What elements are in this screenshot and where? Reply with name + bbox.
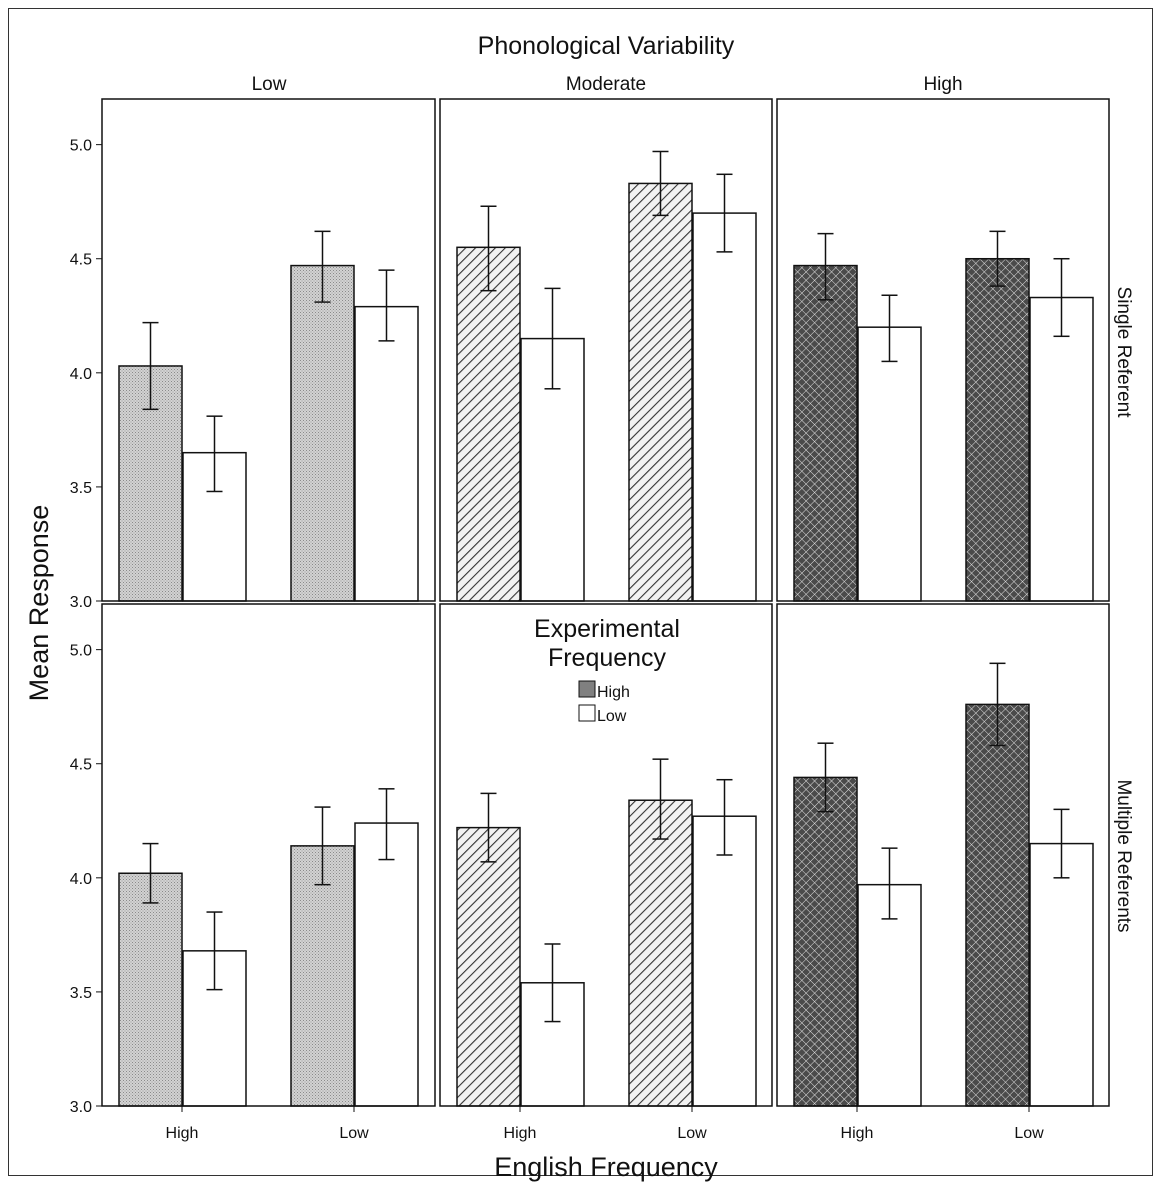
bar-low-low (692, 212, 757, 602)
legend-swatch-low (578, 704, 596, 722)
panel-border (101, 603, 436, 1107)
bar-low-low (692, 815, 757, 1107)
legend-swatch-high (578, 680, 596, 698)
bar-high-low (628, 799, 693, 1107)
bar-low-low (1029, 296, 1094, 602)
x-tick-label: Low (677, 1125, 707, 1142)
bar-high-low (965, 703, 1030, 1107)
x-axis-label: English Frequency (494, 1152, 718, 1182)
bar-high-low (290, 845, 355, 1107)
x-tick-label: Low (339, 1125, 369, 1142)
x-tick-label: High (841, 1125, 874, 1142)
legend-label-high: High (597, 684, 630, 701)
legend-label-low: Low (597, 708, 627, 725)
x-tick-label: Low (1014, 1125, 1044, 1142)
bar-low-high (857, 883, 922, 1107)
panel-1-0 (101, 603, 436, 1107)
y-tick-label: 5.0 (70, 643, 92, 660)
y-tick-label: 4.5 (70, 252, 92, 269)
panel-border (776, 603, 1110, 1107)
col-label-high: High (923, 74, 962, 95)
x-tick-label: High (166, 1125, 199, 1142)
bar-low-low (354, 822, 419, 1107)
panel-0-0 (101, 98, 436, 602)
y-tick-label: 3.5 (70, 480, 92, 497)
legend: Experimental Frequency High Low (534, 615, 680, 725)
chart-title: Phonological Variability (478, 32, 735, 60)
col-label-low: Low (252, 74, 287, 95)
legend-title-line1: Experimental (534, 615, 680, 643)
y-tick-label: 4.0 (70, 871, 92, 888)
y-axis-label: Mean Response (24, 505, 54, 702)
col-label-moderate: Moderate (566, 74, 646, 95)
panel-0-2 (776, 98, 1110, 602)
panel-0-1 (439, 98, 773, 602)
panel-border (439, 98, 773, 602)
bar-low-high (857, 326, 922, 602)
y-tick-label: 3.0 (70, 1099, 92, 1116)
panels-group (101, 98, 1110, 1107)
x-tick-label: High (504, 1125, 537, 1142)
row-label-multiple: Multiple Referents (1113, 779, 1134, 932)
panel-1-1 (439, 603, 773, 1107)
panel-border (439, 603, 773, 1107)
panel-border (776, 98, 1110, 602)
y-tick-label: 5.0 (70, 138, 92, 155)
bar-high-low (628, 182, 693, 602)
legend-title-line2: Frequency (548, 644, 667, 672)
bar-high-high (793, 264, 858, 602)
bar-high-high (456, 246, 521, 602)
bar-high-high (456, 826, 521, 1107)
bar-high-low (290, 264, 355, 602)
panel-border (101, 98, 436, 602)
bar-low-low (354, 305, 419, 602)
y-tick-label: 3.5 (70, 985, 92, 1002)
outer-border (8, 8, 1153, 1176)
bar-high-low (965, 257, 1030, 602)
y-tick-label: 3.0 (70, 594, 92, 611)
axes-group: 3.0 3.5 4.0 4.5 5.0 3.0 3.5 4.0 4.5 5.0 High Low Hig… (70, 138, 1044, 1142)
y-tick-label: 4.5 (70, 757, 92, 774)
panel-1-2 (776, 603, 1110, 1107)
bar-high-high (793, 776, 858, 1107)
row-label-single: Single Referent (1113, 287, 1134, 419)
bar-high-high (118, 872, 183, 1107)
y-tick-label: 4.0 (70, 366, 92, 383)
bar-low-low (1029, 842, 1094, 1107)
